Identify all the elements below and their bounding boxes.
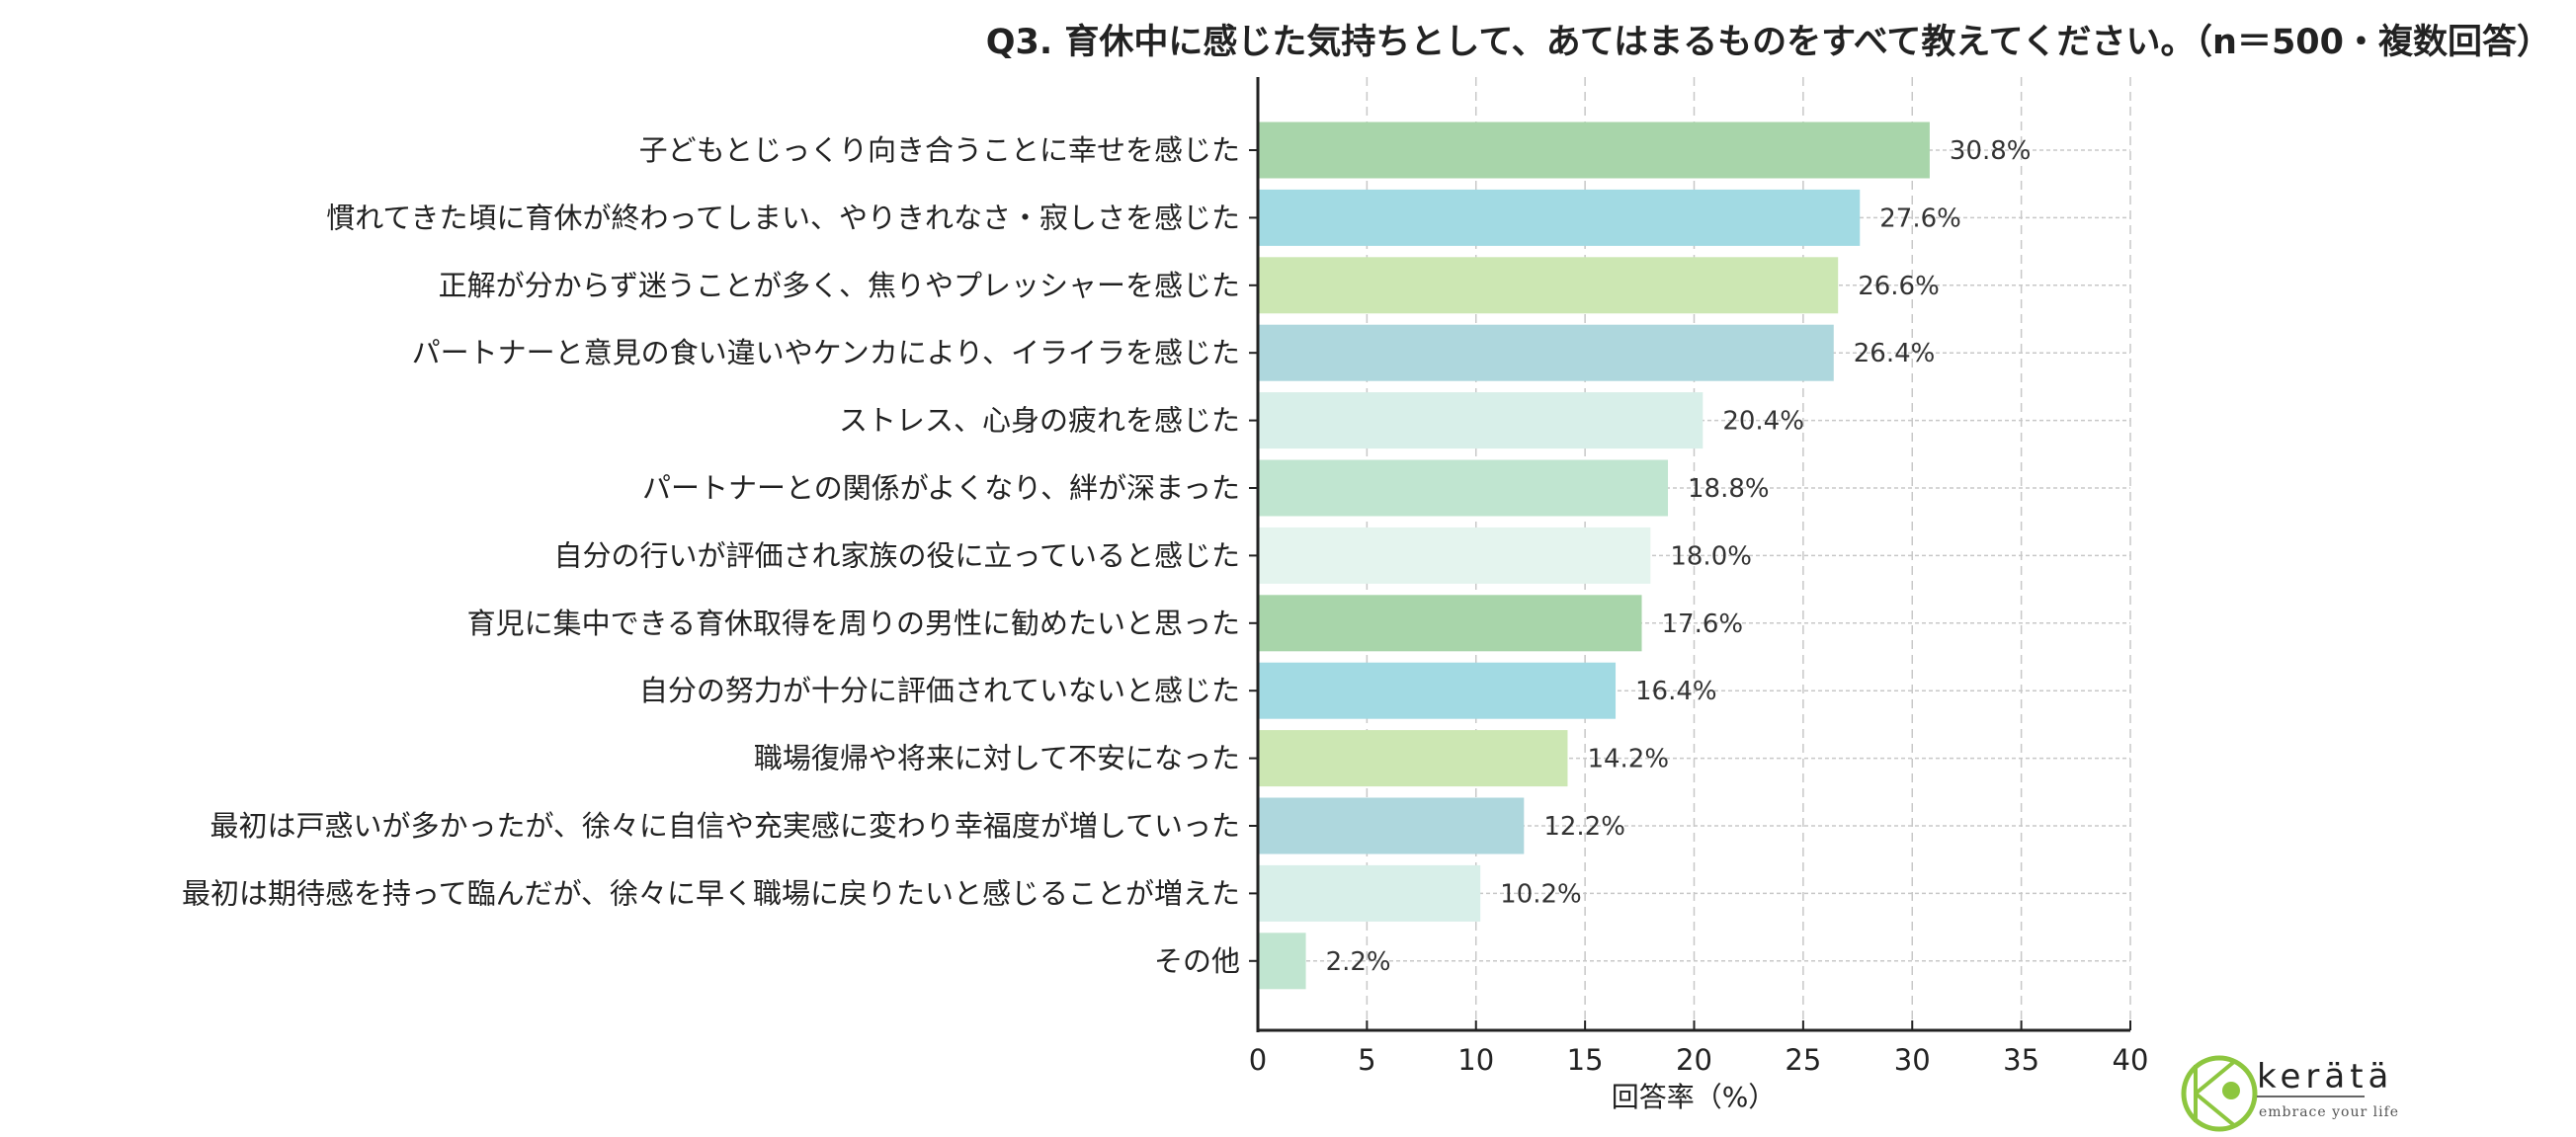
bar-value-label: 20.4% [1722,407,1804,437]
bar [1258,189,1861,246]
logo-name: kerätä [2257,1057,2393,1096]
x-tick-label: 5 [1358,1043,1375,1077]
bar-value-label: 17.6% [1662,609,1744,639]
x-tick-label: 25 [1785,1043,1821,1077]
bar [1258,459,1669,517]
bar [1258,257,1839,314]
x-tick-label: 40 [2113,1043,2149,1077]
category-label: パートナーと意見の食い違いやケンカにより、イライラを感じた [412,336,1240,369]
bar [1258,527,1651,584]
category-label: パートナーとの関係がよくなり、絆が深まった [642,471,1240,505]
category-label: 自分の行いが評価され家族の役に立っていると感じた [553,538,1240,572]
x-tick-label: 35 [2003,1043,2039,1077]
bar [1258,324,1834,381]
category-label: ストレス、心身の疲れを感じた [839,404,1240,438]
bar-value-label: 2.2% [1326,947,1391,977]
bar-value-label: 14.2% [1587,745,1669,774]
kerata-logo: kerätä embrace your life [2181,1055,2399,1132]
bar-value-label: 18.0% [1670,541,1752,571]
x-tick-label: 0 [1249,1043,1267,1077]
x-tick-label: 30 [1894,1043,1931,1077]
bar [1258,595,1642,652]
bar [1258,864,1481,922]
bar [1258,122,1930,179]
bar [1258,730,1568,787]
category-label: 最初は戸惑いが多かったが、徐々に自信や充実感に変わり幸福度が増していった [209,809,1240,843]
category-label: 職場復帰や将来に対して不安になった [754,742,1240,775]
x-tick-label: 10 [1457,1043,1494,1077]
bar [1258,662,1617,719]
bar-value-label: 26.4% [1854,339,1936,368]
bar-value-label: 10.2% [1500,879,1582,909]
x-tick-label: 20 [1676,1043,1712,1077]
logo-clover-icon [2222,1082,2240,1099]
category-label: 育児に集中できる育休取得を周りの男性に勧めたいと思った [467,607,1240,640]
category-label: 子どもとじっくり向き合うことに幸せを感じた [639,133,1240,167]
logo-k-mark [2194,1059,2237,1128]
category-label: 最初は期待感を持って臨んだが、徐々に早く職場に戻りたいと感じることが増えた [182,876,1240,910]
bar [1258,797,1525,854]
category-label: 正解が分からず迷うことが多く、焦りやプレッシャーを感じた [439,269,1240,302]
bar [1258,392,1703,449]
category-label: その他 [1154,944,1240,978]
bar-value-label: 18.8% [1688,474,1770,504]
bar-value-label: 30.8% [1950,136,2032,166]
category-label: 慣れてきた頃に育休が終わってしまい、やりきれなさ・寂しさを感じた [326,201,1240,234]
x-axis-label: 回答率（%） [1612,1081,1777,1113]
category-label: 自分の努力が十分に評価されていないと感じた [639,674,1240,707]
bar-value-label: 27.6% [1879,203,1961,233]
x-tick-label: 15 [1567,1043,1604,1077]
chart-title: Q3. 育休中に感じた気持ちとして、あてはまるものをすべて教えてください。（n＝… [986,23,2551,62]
bar [1258,933,1306,990]
bar-value-label: 26.6% [1858,272,1940,301]
bar-value-label: 16.4% [1635,677,1717,706]
logo-tagline: embrace your life [2259,1104,2399,1120]
logo-ring-icon [2181,1055,2258,1132]
bar-value-label: 12.2% [1543,812,1625,842]
